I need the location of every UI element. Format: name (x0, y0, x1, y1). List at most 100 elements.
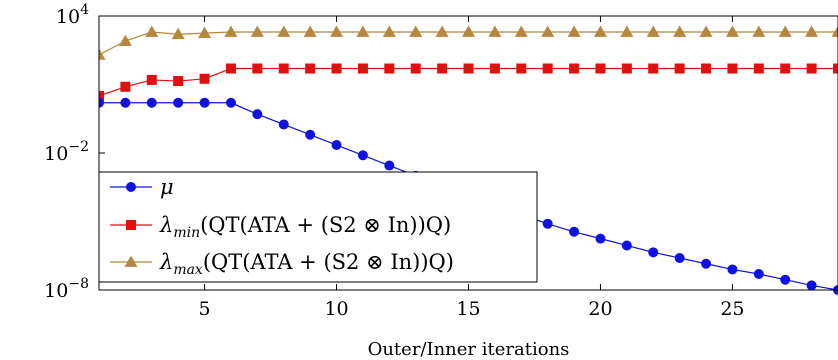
data-point-triangle (145, 25, 159, 37)
data-point-circle (146, 97, 157, 108)
data-point-circle (252, 109, 263, 120)
data-point-triangle (382, 25, 396, 37)
data-point-triangle (646, 25, 660, 37)
data-point-square (225, 63, 236, 74)
y-tick-base: 10 (56, 6, 80, 28)
data-point-square (199, 73, 210, 84)
data-point-square (780, 63, 791, 74)
data-point-triangle (435, 25, 449, 37)
series-square (99, 63, 838, 101)
data-point-square (410, 63, 421, 74)
data-point-triangle (805, 25, 819, 37)
data-point-circle (225, 97, 236, 108)
data-point-triangle (409, 25, 423, 37)
data-point-triangle (118, 34, 132, 46)
x-tick-label: 20 (588, 298, 612, 320)
legend-label: λmin(QT(ATA + (S2 ⊗ In))Q) (159, 213, 451, 241)
data-point-square (252, 63, 263, 74)
legend-label-rest: (QT(ATA + (S2 ⊗ In))Q) (203, 250, 454, 274)
legend-label: μ (160, 175, 174, 199)
data-point-square (463, 63, 474, 74)
data-point-square (437, 63, 448, 74)
data-point-square (120, 81, 131, 92)
data-point-circle (621, 240, 632, 251)
series-layer (99, 25, 838, 295)
data-point-circle (569, 226, 580, 237)
legend-label-subscript: min (173, 225, 200, 241)
data-point-circle (542, 218, 553, 229)
data-point-triangle (171, 27, 185, 40)
legend-entry: λmax(QT(ATA + (S2 ⊗ In))Q) (110, 250, 454, 278)
legend-entry: λmin(QT(ATA + (S2 ⊗ In))Q) (110, 213, 451, 241)
data-point-circle (331, 140, 342, 151)
data-point-square (516, 63, 527, 74)
y-tick-exponent: −2 (68, 139, 89, 155)
data-point-square (331, 63, 342, 74)
data-point-square (489, 63, 500, 74)
data-point-triangle (725, 25, 739, 37)
data-point-triangle (303, 25, 317, 37)
legend-label-main: λ (159, 250, 173, 274)
data-point-triangle (462, 25, 475, 37)
y-tick-label: 10−2 (44, 139, 89, 165)
data-point-circle (199, 97, 210, 108)
data-point-square (146, 74, 157, 85)
data-point-square (753, 63, 764, 74)
legend-label-main: μ (160, 175, 174, 199)
data-point-triangle (620, 25, 634, 37)
data-point-square (173, 76, 184, 87)
data-point-circle (278, 119, 289, 130)
data-point-circle (753, 269, 764, 280)
data-point-square (569, 63, 580, 74)
data-point-square (727, 63, 738, 74)
data-point-circle (384, 160, 395, 171)
data-point-square (542, 63, 553, 74)
data-point-triangle (673, 25, 687, 37)
x-tick-label: 25 (720, 298, 744, 320)
data-point-triangle (752, 25, 766, 37)
data-point-circle (648, 247, 659, 258)
data-point-circle (357, 150, 368, 161)
data-point-square (674, 63, 685, 74)
legend-label-subscript: max (173, 262, 203, 278)
series-triangle (99, 25, 838, 60)
legend-marker (126, 220, 136, 230)
data-point-circle (305, 129, 316, 140)
data-point-triangle (514, 25, 528, 37)
data-point-triangle (277, 25, 291, 37)
legend-marker (124, 255, 138, 267)
data-point-triangle (699, 25, 713, 37)
data-point-triangle (198, 26, 212, 38)
legend-label: λmax(QT(ATA + (S2 ⊗ In))Q) (159, 250, 454, 278)
data-point-triangle (778, 25, 792, 37)
data-point-triangle (330, 25, 344, 37)
data-point-circle (674, 253, 685, 264)
legend-label-main: λ (159, 213, 173, 237)
y-tick-base: 10 (44, 143, 68, 165)
data-point-square (595, 63, 606, 74)
legend-marker (126, 182, 136, 192)
y-tick-label: 104 (56, 2, 89, 28)
data-point-square (648, 63, 659, 74)
data-point-circle (595, 233, 606, 244)
x-tick-label: 5 (199, 298, 211, 320)
data-point-triangle (356, 25, 370, 37)
data-point-triangle (593, 25, 607, 37)
data-point-square (384, 63, 395, 74)
x-tick-label: 15 (456, 298, 480, 320)
data-point-circle (120, 97, 131, 108)
data-point-triangle (541, 25, 555, 37)
y-tick-label: 10−8 (44, 276, 89, 302)
x-tick-label: 10 (324, 298, 348, 320)
data-point-triangle (224, 25, 238, 37)
x-axis-label: Outer/Inner iterations (368, 339, 570, 360)
data-point-square (621, 63, 632, 74)
data-point-square (99, 90, 104, 101)
legend-entry: μ (110, 175, 174, 199)
data-point-triangle (250, 25, 264, 37)
data-point-square (701, 63, 712, 74)
data-point-square (357, 63, 368, 74)
